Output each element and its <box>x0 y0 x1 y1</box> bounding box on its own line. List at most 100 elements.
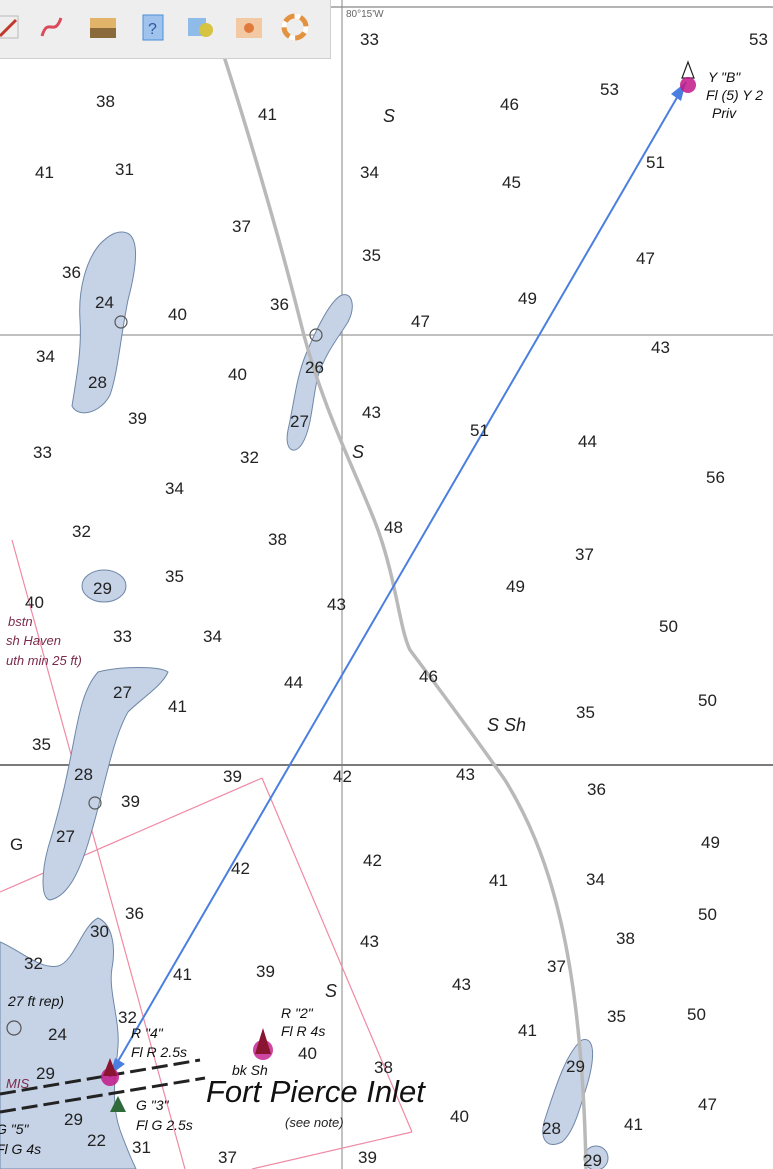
buoy-b[interactable] <box>680 60 696 93</box>
depth-sounding: 27 <box>290 412 309 431</box>
inlet-channel <box>0 1058 206 1114</box>
depth-sounding: 39 <box>223 767 242 786</box>
obstruction-symbols <box>6 315 323 1036</box>
depth-sounding: 53 <box>749 30 768 49</box>
depth-sounding: 37 <box>547 957 566 976</box>
info-icon: ? <box>142 14 164 41</box>
route-line[interactable] <box>109 81 687 1076</box>
depth-sounding: 36 <box>62 263 81 282</box>
depth-sounding: 32 <box>240 448 259 467</box>
mis-label: MIS <box>6 1076 29 1091</box>
limit-line-b <box>261 777 413 1133</box>
bottom-type-label: bk Sh <box>232 1062 268 1078</box>
buoy-r4[interactable] <box>101 1058 119 1086</box>
buoy-b-light: Fl (5) Y 2 <box>706 87 763 103</box>
shoal-26 <box>286 294 353 451</box>
depth-sounding: 43 <box>452 975 471 994</box>
depth-sounding: 37 <box>232 217 251 236</box>
channel-limit-line <box>11 539 186 1169</box>
depth-sounding: 40 <box>25 593 44 612</box>
bottom-type-label: S <box>352 442 364 462</box>
depth-sounding: 32 <box>72 522 91 541</box>
lifebuoy-tool-button[interactable] <box>280 12 310 42</box>
depth-sounding: 24 <box>95 293 114 312</box>
layer-icon <box>90 18 116 38</box>
channel-dash-line <box>0 1058 201 1096</box>
camera-tool-button[interactable] <box>234 12 264 42</box>
buoy-r4-light: Fl R 2.5s <box>131 1044 187 1060</box>
depth-sounding: 40 <box>168 305 187 324</box>
depth-sounding: 38 <box>268 530 287 549</box>
chart-labels: Y "B" Fl (5) Y 2 Priv R "4" Fl R 2.5s R … <box>0 69 763 1157</box>
depth-sounding: 56 <box>706 468 725 487</box>
depth-sounding: 35 <box>607 1007 626 1026</box>
channel-dash-line <box>0 1076 206 1114</box>
depth-sounding: 43 <box>362 403 381 422</box>
chart-toolbar: ? <box>0 0 331 59</box>
route-tool-button[interactable] <box>36 12 66 42</box>
buoy-g5-light: Fl G 4s <box>0 1141 41 1157</box>
depth-sounding: 39 <box>358 1148 377 1167</box>
depth-sounding: 42 <box>231 859 250 878</box>
depth-sounding: 29 <box>36 1064 55 1083</box>
depth-sounding: 51 <box>646 153 665 172</box>
haven-label: sh Haven <box>6 633 61 648</box>
marker-icon <box>188 18 213 37</box>
depth-sounding: 26 <box>305 358 324 377</box>
cable-area-line <box>203 0 588 1169</box>
depth-sounding: 53 <box>600 80 619 99</box>
bottom-characteristics: S S S Sh S bk Sh <box>232 106 526 1078</box>
depth-sounding: 44 <box>578 432 597 451</box>
depth-sounding: 41 <box>173 965 192 984</box>
ruler-icon <box>0 15 19 39</box>
depth-sounding: 32 <box>24 954 43 973</box>
depth-sounding: 51 <box>470 421 489 440</box>
depth-sounding: 46 <box>419 667 438 686</box>
depth-sounding: 38 <box>374 1058 393 1077</box>
depth-sounding: 50 <box>698 905 717 924</box>
depth-sounding: 47 <box>698 1095 717 1114</box>
green-buoy-icon <box>110 1096 126 1112</box>
depth-sounding: 24 <box>48 1025 67 1044</box>
depth-sounding: 34 <box>203 627 222 646</box>
bstn-label: bstn <box>8 614 33 629</box>
depth-sounding: 38 <box>616 929 635 948</box>
depth-sounding: 39 <box>256 962 275 981</box>
area-limit-lines <box>0 539 413 1169</box>
depth-sounding: 34 <box>360 163 379 182</box>
buoy-g3[interactable] <box>110 1096 126 1112</box>
depth-sounding: 50 <box>698 691 717 710</box>
buoy-g3-name: G "3" <box>136 1097 170 1113</box>
depth-sounding: 36 <box>587 780 606 799</box>
light-flare-icon <box>680 77 696 93</box>
route-icon <box>40 17 63 37</box>
depth-sounding: 42 <box>363 851 382 870</box>
depth-sounding: 42 <box>333 767 352 786</box>
depth-sounding: 50 <box>687 1005 706 1024</box>
depth-sounding: 29 <box>93 579 112 598</box>
info-tool-button[interactable]: ? <box>138 12 168 42</box>
depth-note-label: uth min 25 ft) <box>6 653 82 668</box>
depth-sounding: 37 <box>218 1148 237 1167</box>
depth-sounding: 34 <box>165 479 184 498</box>
depth-sounding: 41 <box>35 163 54 182</box>
depth-sounding: 30 <box>90 922 109 941</box>
obstruction-symbol <box>6 1020 22 1036</box>
depth-sounding: 28 <box>74 765 93 784</box>
svg-text:?: ? <box>148 21 157 38</box>
depth-sounding: 49 <box>701 833 720 852</box>
buoy-r2[interactable] <box>253 1028 273 1060</box>
marker-tool-button[interactable] <box>186 12 216 42</box>
ruler-tool-button[interactable] <box>0 12 22 42</box>
depth-sounding: 33 <box>33 443 52 462</box>
depth-sounding: 28 <box>542 1119 561 1138</box>
depth-sounding: 33 <box>113 627 132 646</box>
depth-sounding: 43 <box>360 932 379 951</box>
layers-tool-button[interactable] <box>88 12 118 42</box>
depth-sounding: 44 <box>284 673 303 692</box>
camera-icon <box>236 18 262 38</box>
obstruction-symbol <box>114 315 128 329</box>
depth-sounding: 35 <box>362 246 381 265</box>
depth-sounding: 40 <box>228 365 247 384</box>
